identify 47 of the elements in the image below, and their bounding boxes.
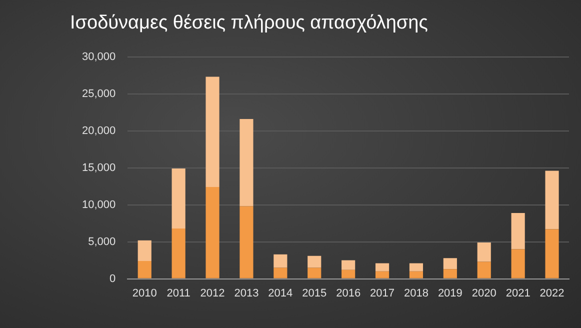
bar — [240, 118, 254, 206]
x-tick-label: 2021 — [506, 287, 530, 300]
bar — [409, 271, 424, 278]
bar — [342, 270, 356, 278]
bar — [443, 258, 457, 270]
bar — [443, 269, 457, 278]
bar — [308, 256, 322, 268]
bar — [274, 254, 288, 268]
x-tick-label: 2012 — [200, 287, 225, 300]
x-tick-label: 2010 — [132, 287, 157, 300]
bar — [477, 242, 491, 262]
x-tick-label: 2017 — [370, 287, 395, 300]
bar — [206, 187, 220, 278]
y-tick-label: 10,000 — [82, 198, 116, 211]
y-tick-label: 5,000 — [88, 236, 116, 248]
x-tick-label: 2014 — [268, 287, 293, 300]
x-tick-label: 2018 — [404, 287, 428, 300]
x-tick-label: 2015 — [302, 287, 327, 300]
bar — [477, 262, 491, 278]
x-tick-label: 2011 — [166, 287, 190, 300]
bar — [240, 206, 254, 278]
bar — [138, 240, 152, 262]
y-tick-label: 0 — [110, 272, 116, 285]
bar — [138, 261, 152, 278]
bar — [511, 249, 525, 278]
y-tick-label: 15,000 — [82, 162, 116, 174]
chart-title: Ισοδύναμες θέσεις πλήρους απασχόλησης — [70, 12, 428, 34]
bar — [274, 268, 288, 278]
x-tick-label: 2016 — [336, 287, 361, 300]
bar — [206, 76, 220, 188]
y-tick-label: 25,000 — [82, 88, 116, 100]
x-tick-label: 2013 — [234, 287, 259, 300]
bar — [511, 212, 525, 250]
bar — [308, 268, 322, 278]
y-tick-label: 30,000 — [82, 50, 116, 63]
x-tick-label: 2019 — [438, 287, 462, 300]
bar — [172, 228, 186, 278]
x-tick-label: 2022 — [540, 287, 564, 300]
y-tick-label: 20,000 — [82, 124, 116, 137]
x-tick-label: 2020 — [472, 287, 496, 300]
bar — [375, 271, 390, 278]
bar — [545, 229, 559, 278]
bar — [342, 260, 356, 270]
bar — [375, 263, 390, 272]
bar — [545, 170, 559, 230]
bar — [172, 168, 186, 228]
bar — [409, 263, 424, 272]
